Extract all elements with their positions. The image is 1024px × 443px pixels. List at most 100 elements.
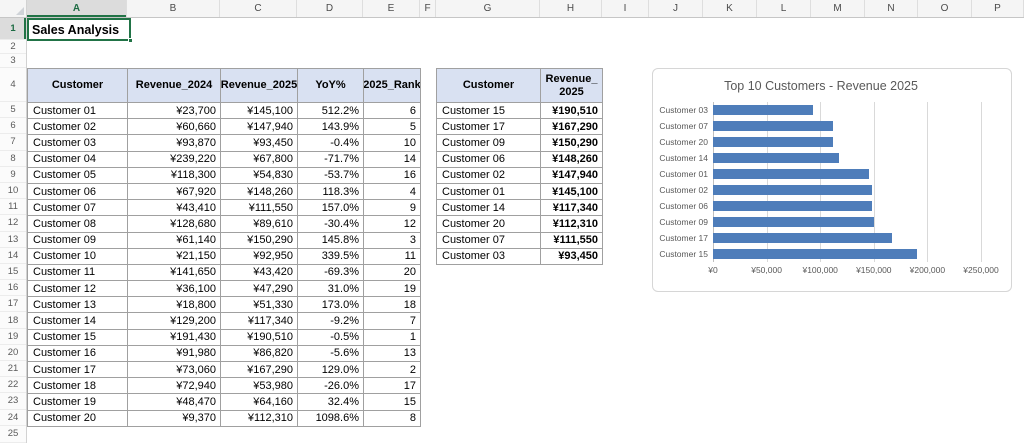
column-header-k[interactable]: K (703, 0, 757, 17)
table-row[interactable]: Customer 07¥43,410¥111,550157.0%9 (28, 200, 421, 216)
table-cell[interactable]: ¥60,660 (128, 119, 221, 135)
table-cell[interactable]: ¥112,310 (221, 411, 298, 427)
table-row[interactable]: Customer 05¥118,300¥54,830-53.7%16 (28, 168, 421, 184)
row-header-6[interactable]: 6 (0, 118, 26, 134)
table-cell[interactable]: Customer 14 (28, 313, 128, 329)
table-row[interactable]: Customer 06¥148,260 (437, 152, 603, 168)
table-cell[interactable]: 339.5% (298, 249, 364, 265)
table-row[interactable]: Customer 19¥48,470¥64,16032.4%15 (28, 394, 421, 410)
table-cell[interactable]: Customer 06 (28, 184, 128, 200)
table-cell[interactable]: Customer 20 (437, 216, 541, 232)
table-cell[interactable]: ¥67,800 (221, 152, 298, 168)
table-cell[interactable]: 512.2% (298, 103, 364, 119)
table-cell[interactable]: ¥89,610 (221, 216, 298, 232)
table-cell[interactable]: 13 (364, 346, 421, 362)
row-header-15[interactable]: 15 (0, 264, 26, 280)
revenue-bar-chart[interactable]: Top 10 Customers - Revenue 2025 Customer… (652, 68, 1012, 292)
table-cell[interactable]: ¥67,920 (128, 184, 221, 200)
table-cell[interactable]: ¥86,820 (221, 346, 298, 362)
table-cell[interactable]: ¥118,300 (128, 168, 221, 184)
column-header-a[interactable]: A (27, 0, 127, 17)
table-cell[interactable]: ¥111,550 (541, 233, 603, 249)
row-header-11[interactable]: 11 (0, 199, 26, 215)
table-cell[interactable]: ¥148,260 (541, 152, 603, 168)
table-cell[interactable]: 19 (364, 281, 421, 297)
table-row[interactable]: Customer 07¥111,550 (437, 233, 603, 249)
table-row[interactable]: Customer 09¥150,290 (437, 135, 603, 151)
column-header-n[interactable]: N (865, 0, 918, 17)
table-cell[interactable]: ¥239,220 (128, 152, 221, 168)
table-cell[interactable]: 2 (364, 362, 421, 378)
table-cell[interactable]: ¥23,700 (128, 103, 221, 119)
table-cell[interactable]: Customer 13 (28, 297, 128, 313)
table-cell[interactable]: ¥145,100 (221, 103, 298, 119)
table-cell[interactable]: 145.8% (298, 233, 364, 249)
table-cell[interactable]: ¥92,950 (221, 249, 298, 265)
row-header-18[interactable]: 18 (0, 312, 26, 328)
table-cell[interactable]: ¥43,410 (128, 200, 221, 216)
chart-bar-customer-06[interactable] (713, 201, 872, 211)
table-cell[interactable]: Customer 17 (437, 119, 541, 135)
table-cell[interactable]: Customer 14 (437, 200, 541, 216)
table-row[interactable]: Customer 10¥21,150¥92,950339.5%11 (28, 249, 421, 265)
row-header-5[interactable]: 5 (0, 102, 26, 118)
row-header-23[interactable]: 23 (0, 393, 26, 409)
table-cell[interactable]: Customer 11 (28, 265, 128, 281)
table-cell[interactable]: ¥21,150 (128, 249, 221, 265)
row-header-22[interactable]: 22 (0, 377, 26, 393)
row-header-2[interactable]: 2 (0, 40, 26, 54)
table-row[interactable]: Customer 03¥93,870¥93,450-0.4%10 (28, 135, 421, 151)
table-cell[interactable]: Customer 07 (437, 233, 541, 249)
table-cell[interactable]: Customer 15 (28, 330, 128, 346)
table-cell[interactable]: 4 (364, 184, 421, 200)
table-cell[interactable]: Customer 19 (28, 394, 128, 410)
table-cell[interactable]: Customer 03 (437, 249, 541, 265)
table-cell[interactable]: ¥167,290 (221, 362, 298, 378)
table-row[interactable]: Customer 16¥91,980¥86,820-5.6%13 (28, 346, 421, 362)
row-header-10[interactable]: 10 (0, 183, 26, 199)
row-header-24[interactable]: 24 (0, 410, 26, 426)
table-cell[interactable]: 173.0% (298, 297, 364, 313)
table-cell[interactable]: 9 (364, 200, 421, 216)
table-cell[interactable]: 10 (364, 135, 421, 151)
table-cell[interactable]: ¥73,060 (128, 362, 221, 378)
table-cell[interactable]: ¥150,290 (221, 233, 298, 249)
table-cell[interactable]: 16 (364, 168, 421, 184)
table-cell[interactable]: ¥43,420 (221, 265, 298, 281)
table-cell[interactable]: 31.0% (298, 281, 364, 297)
table-cell[interactable]: 20 (364, 265, 421, 281)
table-cell[interactable]: 12 (364, 216, 421, 232)
column-header-i[interactable]: I (602, 0, 649, 17)
table-cell[interactable]: ¥18,800 (128, 297, 221, 313)
table-cell[interactable]: -26.0% (298, 378, 364, 394)
table-cell[interactable]: Customer 01 (437, 184, 541, 200)
table-cell[interactable]: ¥147,940 (221, 119, 298, 135)
row-header-13[interactable]: 13 (0, 232, 26, 248)
table-row[interactable]: Customer 06¥67,920¥148,260118.3%4 (28, 184, 421, 200)
table-cell[interactable]: ¥111,550 (221, 200, 298, 216)
table-cell[interactable]: ¥51,330 (221, 297, 298, 313)
table-row[interactable]: Customer 14¥129,200¥117,340-9.2%7 (28, 313, 421, 329)
table-cell[interactable]: ¥129,200 (128, 313, 221, 329)
table-cell[interactable]: 3 (364, 233, 421, 249)
table-cell[interactable]: 17 (364, 378, 421, 394)
table-cell[interactable]: 11 (364, 249, 421, 265)
table-cell[interactable]: ¥72,940 (128, 378, 221, 394)
table-row[interactable]: Customer 15¥190,510 (437, 103, 603, 119)
table-row[interactable]: Customer 20¥9,370¥112,3101098.6%8 (28, 411, 421, 427)
table-cell[interactable]: 157.0% (298, 200, 364, 216)
table-cell[interactable]: ¥93,450 (221, 135, 298, 151)
table-cell[interactable]: -0.4% (298, 135, 364, 151)
table-cell[interactable]: ¥112,310 (541, 216, 603, 232)
chart-bar-customer-15[interactable] (713, 249, 917, 259)
table-cell[interactable]: Customer 04 (28, 152, 128, 168)
table-cell[interactable]: Customer 06 (437, 152, 541, 168)
column-header-h[interactable]: H (540, 0, 602, 17)
table-cell[interactable]: -0.5% (298, 330, 364, 346)
column-header-c[interactable]: C (220, 0, 297, 17)
table-row[interactable]: Customer 03¥93,450 (437, 249, 603, 265)
row-header-8[interactable]: 8 (0, 151, 26, 167)
table-cell[interactable]: ¥148,260 (221, 184, 298, 200)
chart-bar-customer-09[interactable] (713, 217, 874, 227)
table-cell[interactable]: 18 (364, 297, 421, 313)
